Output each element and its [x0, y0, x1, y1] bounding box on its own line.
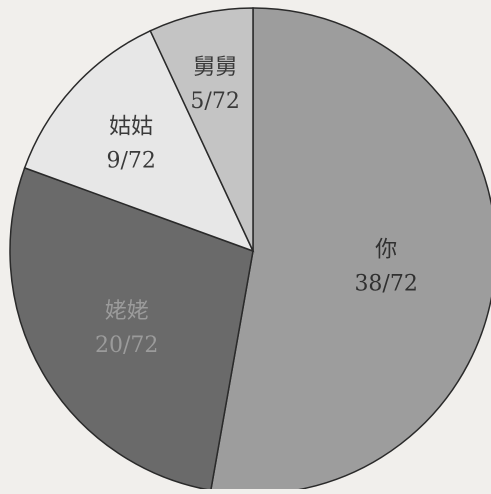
- slice-value-gugu: 9/72: [106, 148, 155, 173]
- pie-slices: [9, 7, 491, 494]
- pie-slice-ni: [209, 7, 491, 494]
- slice-value-jiujiu: 5/72: [190, 89, 239, 114]
- pie-labels: 你 38/72 姥姥 20/72 姑姑 9/72 舅舅 5/72: [95, 55, 418, 358]
- slice-value-ni: 38/72: [354, 272, 417, 297]
- slice-value-laolao: 20/72: [95, 333, 158, 358]
- slice-label-gugu: 姑姑: [109, 114, 153, 139]
- slice-label-jiujiu: 舅舅: [193, 55, 237, 80]
- pie-slice-gugu: [23, 29, 255, 253]
- pie-slice-laolao: [9, 166, 254, 492]
- slice-label-ni: 你: [375, 238, 397, 263]
- slice-label-laolao: 姥姥: [105, 299, 149, 324]
- pie-slice-jiujiu: [149, 7, 254, 252]
